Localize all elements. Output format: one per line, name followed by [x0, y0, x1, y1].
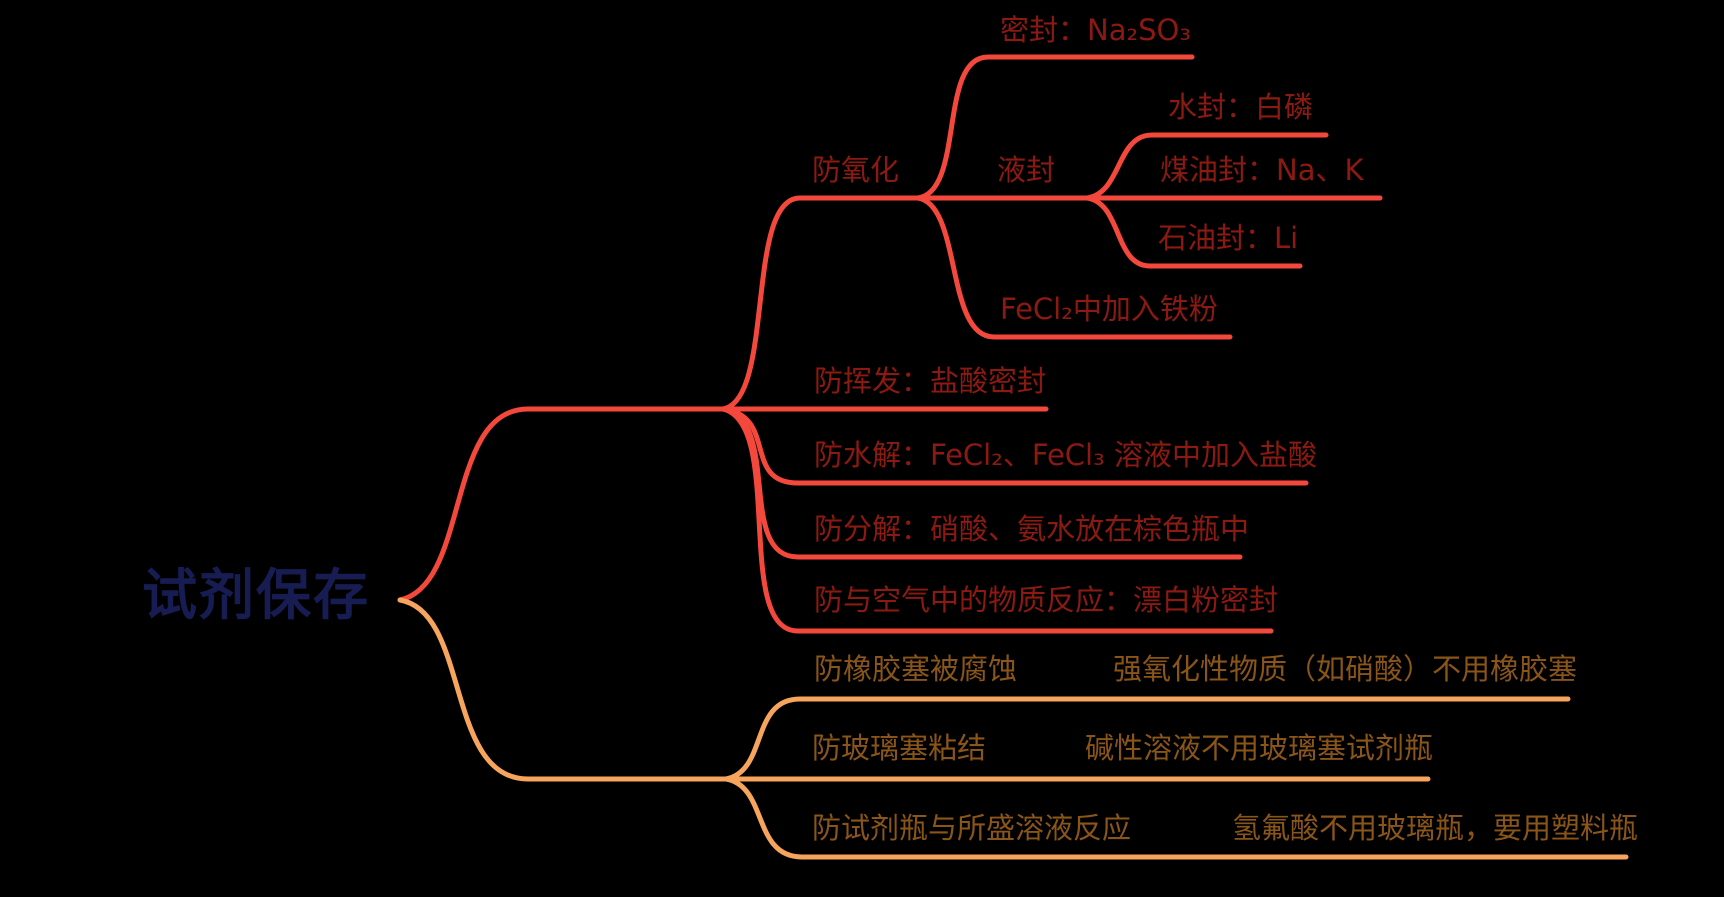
topic-water-seal[interactable]: 水封：白磷 — [1168, 90, 1314, 124]
root-topic[interactable]: 试剂保存 — [142, 563, 371, 627]
topic-bottle-note[interactable]: 氢氟酸不用玻璃瓶，要用塑料瓶 — [1232, 811, 1639, 845]
topic-fecl2-iron[interactable]: FeCl₂中加入铁粉 — [1000, 292, 1218, 326]
topic-hydrolysis[interactable]: 防水解：FeCl₂、FeCl₃ 溶液中加入盐酸 — [814, 438, 1317, 472]
branch-line-air-react — [720, 406, 1274, 634]
topic-glass-stopper[interactable]: 防玻璃塞粘结 — [812, 731, 987, 765]
branch-line-petroleum-seal — [1084, 195, 1303, 269]
topic-glass-note[interactable]: 碱性溶液不用玻璃塞试剂瓶 — [1085, 731, 1434, 765]
branch-line-oxidation-liquidseal-kerosene — [720, 195, 1383, 412]
topic-oxidation[interactable]: 防氧化 — [812, 153, 900, 187]
topic-rubber-stopper[interactable]: 防橡胶塞被腐蚀 — [814, 652, 1018, 686]
topic-liquid-seal[interactable]: 液封 — [997, 153, 1056, 187]
branch-line-trunk-lower-glass — [397, 597, 1431, 782]
topic-air-react[interactable]: 防与空气中的物质反应：漂白粉密封 — [814, 583, 1279, 617]
branch-line-fecl2-iron — [915, 195, 1233, 340]
topic-rubber-note[interactable]: 强氧化性物质（如硝酸）不用橡胶塞 — [1113, 652, 1578, 686]
topic-kerosene-seal[interactable]: 煤油封：Na、K — [1160, 153, 1364, 187]
topic-decompose[interactable]: 防分解：硝酸、氨水放在棕色瓶中 — [814, 512, 1250, 546]
branch-line-bottle — [723, 776, 1629, 860]
branch-line-water-seal — [1084, 132, 1329, 201]
topic-seal[interactable]: 密封：Na₂SO₃ — [1000, 13, 1191, 47]
branch-line-seal — [915, 54, 1195, 201]
topic-volatilize[interactable]: 防挥发：盐酸密封 — [814, 364, 1047, 398]
topic-petroleum-seal[interactable]: 石油封：Li — [1158, 221, 1299, 255]
branch-line-rubber — [723, 696, 1571, 782]
branch-line-trunk-upper-volatilize — [397, 406, 1049, 603]
topic-bottle-react[interactable]: 防试剂瓶与所盛溶液反应 — [812, 811, 1132, 845]
branch-line-hydrolysis — [720, 406, 1309, 486]
